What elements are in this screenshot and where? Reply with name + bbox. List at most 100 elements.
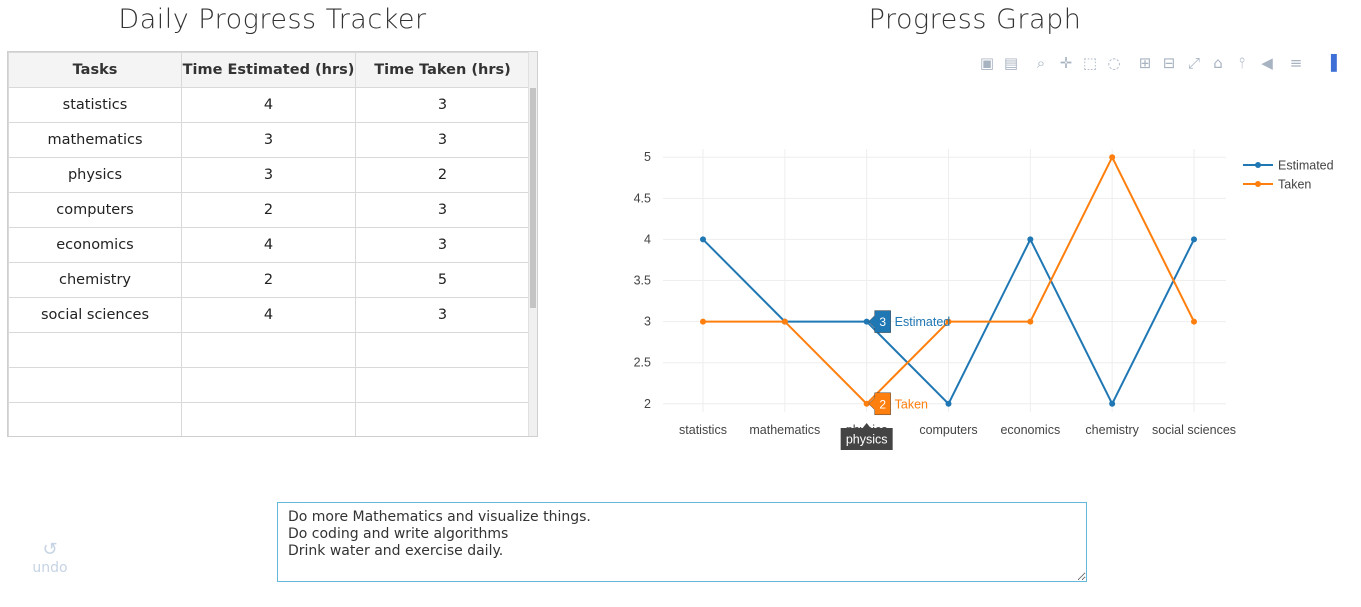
progress-chart[interactable]: 2 2.5 3 3.5 4 4.5 5 statistics mathematics physic… xyxy=(620,40,1360,460)
data-point-estimated xyxy=(945,400,952,407)
y-tick-label: 2.5 xyxy=(634,356,651,370)
data-point-taken xyxy=(945,318,952,325)
task-cell[interactable]: computers xyxy=(8,192,182,228)
legend-label: Taken xyxy=(1278,178,1311,192)
data-point-estimated xyxy=(863,318,870,325)
x-tick-label: economics xyxy=(1000,423,1060,437)
taken-cell[interactable]: 3 xyxy=(355,192,530,228)
legend-label: Estimated xyxy=(1278,159,1334,173)
taken-cell[interactable]: 5 xyxy=(355,262,530,298)
zoom-in-icon[interactable]: ⊞ xyxy=(1138,54,1152,72)
estimated-cell[interactable]: 4 xyxy=(181,297,356,333)
hover-label-name: Estimated xyxy=(895,315,951,329)
estimated-cell[interactable] xyxy=(181,367,356,403)
autoscale-icon[interactable]: ⤢ xyxy=(1187,54,1200,72)
header-time-taken[interactable]: Time Taken (hrs) xyxy=(355,52,530,88)
taken-cell[interactable]: 3 xyxy=(355,87,530,123)
estimated-cell[interactable]: 2 xyxy=(181,192,356,228)
legend-marker xyxy=(1255,181,1261,187)
x-hover-label: physics xyxy=(846,433,888,447)
data-point-taken xyxy=(1027,318,1034,325)
table-row: chemistry 2 5 xyxy=(8,262,530,298)
x-tick-label: chemistry xyxy=(1085,423,1139,437)
undo-label: undo xyxy=(32,560,68,576)
data-point-estimated xyxy=(1027,236,1034,243)
x-tick-label: mathematics xyxy=(749,423,820,437)
data-point-taken xyxy=(700,318,706,325)
table-header-row: Tasks Time Estimated (hrs) Time Taken (h… xyxy=(8,52,530,88)
y-tick-label: 2 xyxy=(644,397,651,411)
table-row: economics 4 3 xyxy=(8,227,530,263)
hover-label-box xyxy=(868,392,891,416)
task-cell[interactable]: physics xyxy=(8,157,182,193)
task-cell[interactable] xyxy=(8,402,182,436)
estimated-cell[interactable]: 2 xyxy=(181,262,356,298)
hover-compare-icon[interactable]: ≡ xyxy=(1289,54,1303,72)
plotly-logo-icon[interactable]: ▐ xyxy=(1325,54,1337,72)
legend-marker xyxy=(1255,162,1261,168)
data-point-taken xyxy=(781,318,788,325)
data-point-estimated xyxy=(1191,236,1197,243)
table-row xyxy=(8,332,530,368)
y-tick-label: 3.5 xyxy=(634,274,651,288)
y-tick-label: 4.5 xyxy=(634,191,651,205)
task-cell[interactable]: statistics xyxy=(8,87,182,123)
taken-cell[interactable] xyxy=(355,367,530,403)
hover-label-box xyxy=(868,310,891,333)
task-cell[interactable]: mathematics xyxy=(8,122,182,158)
taken-cell[interactable]: 3 xyxy=(355,227,530,263)
estimated-cell[interactable]: 4 xyxy=(181,227,356,263)
taken-cell[interactable]: 2 xyxy=(355,157,530,193)
undo-icon: ↺ xyxy=(42,539,58,560)
taken-cell[interactable]: 3 xyxy=(355,297,530,333)
x-tick-label: statistics xyxy=(679,423,727,437)
data-point-estimated xyxy=(1109,400,1116,407)
tracker-title: Daily Progress Tracker xyxy=(118,4,427,35)
table-scrollbar[interactable] xyxy=(528,52,537,436)
notes-textarea[interactable] xyxy=(277,502,1087,582)
reset-axes-icon[interactable]: ⌂ xyxy=(1213,54,1223,72)
taken-cell[interactable] xyxy=(355,332,530,368)
table-row: physics 3 2 xyxy=(8,157,530,193)
spike-lines-icon[interactable]: ⫯ xyxy=(1238,54,1246,72)
header-time-estimated[interactable]: Time Estimated (hrs) xyxy=(181,52,356,88)
table-row xyxy=(8,367,530,403)
box-select-icon[interactable]: ⬚ xyxy=(1082,54,1098,72)
lasso-icon[interactable]: ◌ xyxy=(1107,54,1121,72)
header-tasks[interactable]: Tasks xyxy=(8,52,182,88)
zoom-icon[interactable]: ⌕ xyxy=(1036,54,1046,72)
table-row: social sciences 4 3 xyxy=(8,297,530,333)
save-icon[interactable]: ▤ xyxy=(1003,54,1019,72)
estimated-cell[interactable] xyxy=(181,332,356,368)
taken-cell[interactable] xyxy=(355,402,530,436)
data-point-taken xyxy=(863,400,870,407)
estimated-cell[interactable]: 4 xyxy=(181,87,356,123)
zoom-out-icon[interactable]: ⊟ xyxy=(1162,54,1176,72)
task-cell[interactable] xyxy=(8,332,182,368)
table-row xyxy=(8,402,530,436)
table-scrollbar-thumb[interactable] xyxy=(530,88,536,308)
hover-label-name: Taken xyxy=(895,397,928,411)
estimated-cell[interactable] xyxy=(181,402,356,436)
hover-label-value: 2 xyxy=(879,397,886,411)
task-cell[interactable]: economics xyxy=(8,227,182,263)
undo-button[interactable]: ↺ undo xyxy=(26,539,74,577)
task-cell[interactable]: social sciences xyxy=(8,297,182,333)
task-cell[interactable]: chemistry xyxy=(8,262,182,298)
progress-table: Tasks Time Estimated (hrs) Time Taken (h… xyxy=(7,51,538,437)
x-hover-label-box xyxy=(840,423,893,450)
hover-label-value: 3 xyxy=(879,315,886,329)
estimated-cell[interactable]: 3 xyxy=(181,122,356,158)
data-point-taken xyxy=(1109,154,1116,161)
table-row: mathematics 3 3 xyxy=(8,122,530,158)
y-tick-label: 4 xyxy=(644,232,651,246)
camera-icon[interactable]: ▣ xyxy=(979,54,995,72)
y-tick-label: 3 xyxy=(644,315,651,329)
pan-icon[interactable]: ✛ xyxy=(1059,54,1073,72)
taken-cell[interactable]: 3 xyxy=(355,122,530,158)
hover-closest-icon[interactable]: ◀ xyxy=(1261,54,1273,72)
data-point-taken xyxy=(1191,318,1197,325)
task-cell[interactable] xyxy=(8,367,182,403)
x-tick-label: social sciences xyxy=(1152,423,1236,437)
estimated-cell[interactable]: 3 xyxy=(181,157,356,193)
